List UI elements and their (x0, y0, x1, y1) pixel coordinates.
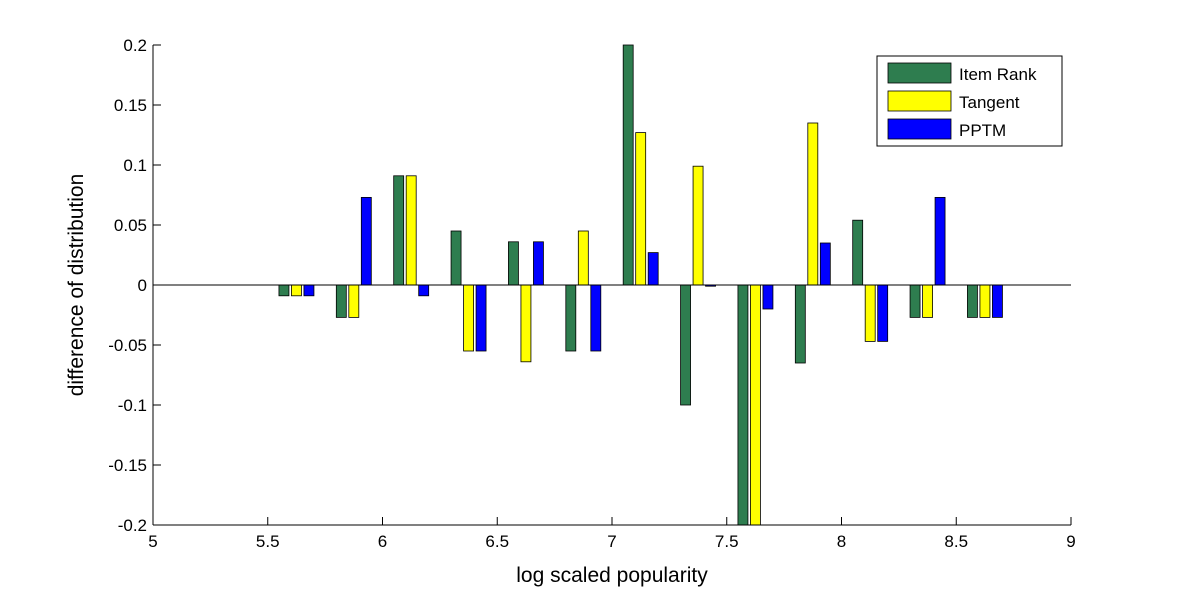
bar-tangent-7 (692, 165, 704, 286)
bar-tangent-2 (405, 175, 417, 286)
x-tick-label-7: 8.5 (944, 532, 968, 551)
bar-pptm-2 (418, 284, 430, 297)
bar-pptm-5 (590, 284, 602, 352)
bar-pptm-11 (934, 196, 946, 286)
bar-item-rank-10 (852, 219, 864, 286)
bar-pptm-3 (475, 284, 487, 352)
bar-item-rank-5 (565, 284, 577, 352)
bar-pptm-6 (647, 252, 659, 286)
legend-label-pptm: PPTM (959, 121, 1006, 140)
x-tick-label-6: 8 (837, 532, 846, 551)
y-axis-title: difference of distribution (65, 174, 88, 397)
bar-item-rank-12 (967, 284, 978, 318)
bar-pptm-1 (360, 196, 372, 286)
x-tick-label-3: 6.5 (485, 532, 509, 551)
y-tick-label-3: 0.05 (114, 216, 147, 235)
bar-pptm-10 (877, 284, 889, 342)
bar-item-rank-2 (393, 175, 405, 286)
bar-tangent-0 (291, 284, 302, 297)
bar-pptm-0 (303, 284, 315, 297)
bar-tangent-10 (864, 284, 876, 342)
bar-pptm-9 (819, 242, 831, 286)
y-tick-label-4: 0 (138, 276, 147, 295)
bar-pptm-8 (762, 284, 774, 310)
bar-tangent-8 (750, 284, 761, 526)
bars-layer (278, 44, 1003, 526)
bar-tangent-12 (979, 284, 991, 318)
bar-pptm-4 (533, 241, 544, 286)
bar-tangent-6 (635, 132, 647, 286)
bar-item-rank-8 (737, 284, 749, 526)
y-tick-label-0: 0.2 (123, 36, 147, 55)
legend-swatch-tangent (887, 90, 952, 112)
bar-item-rank-0 (278, 284, 290, 297)
x-tick-label-2: 6 (378, 532, 387, 551)
legend-label-tangent: Tangent (959, 93, 1020, 112)
legend-label-item-rank: Item Rank (959, 65, 1037, 84)
bar-tangent-3 (463, 284, 474, 352)
bar-item-rank-4 (508, 241, 519, 286)
y-tick-label-8: -0.2 (118, 516, 147, 535)
bar-item-rank-1 (335, 284, 347, 318)
bar-item-rank-6 (622, 44, 634, 286)
bar-pptm-12 (992, 284, 1003, 318)
y-tick-label-5: -0.05 (108, 336, 147, 355)
bar-tangent-11 (922, 284, 933, 318)
x-tick-label-4: 7 (607, 532, 616, 551)
bar-item-rank-7 (680, 284, 691, 406)
axes-layer: 5 5.5 6 6.5 7 7.5 8 8.5 9 0.2 0.15 0.1 0.05 0 -0.05 -0.… (108, 36, 1075, 551)
legend: Item Rank Tangent PPTM (876, 55, 1063, 147)
bar-item-rank-9 (794, 284, 806, 364)
x-tick-label-5: 7.5 (715, 532, 739, 551)
bar-tangent-5 (577, 230, 589, 286)
bar-item-rank-3 (450, 230, 462, 286)
y-tick-label-7: -0.15 (108, 456, 147, 475)
x-tick-label-0: 5 (148, 532, 157, 551)
legend-swatch-item-rank (887, 62, 952, 84)
x-tick-label-1: 5.5 (256, 532, 280, 551)
bar-item-rank-11 (909, 284, 921, 318)
legend-swatch-pptm (887, 118, 952, 140)
bar-tangent-1 (348, 284, 360, 318)
y-tick-label-6: -0.1 (118, 396, 147, 415)
y-tick-label-2: 0.1 (123, 156, 147, 175)
bar-tangent-4 (520, 284, 532, 363)
x-axis-title: log scaled popularity (516, 564, 708, 587)
x-tick-label-8: 9 (1066, 532, 1075, 551)
y-tick-label-1: 0.15 (114, 96, 147, 115)
bar-tangent-9 (807, 122, 819, 286)
